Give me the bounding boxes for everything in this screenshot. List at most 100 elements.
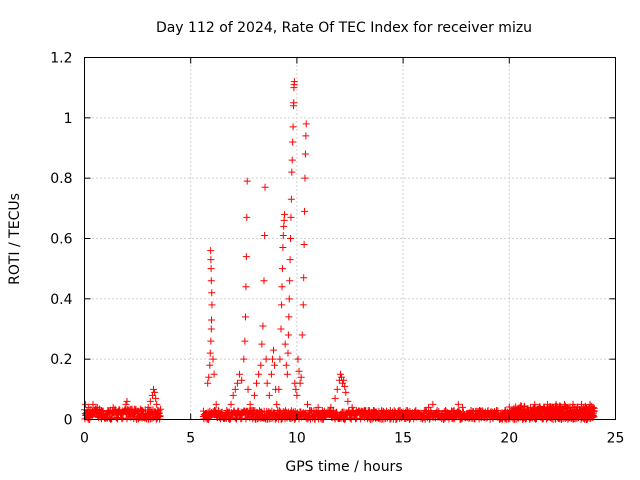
data-point <box>340 376 348 384</box>
data-point <box>119 409 127 417</box>
data-point <box>206 361 214 369</box>
data-point <box>271 361 279 369</box>
data-point <box>378 406 386 414</box>
data-point <box>85 403 93 411</box>
data-point <box>146 397 154 405</box>
data-point <box>302 132 310 140</box>
data-point <box>106 409 114 417</box>
x-tick-label: 25 <box>607 431 625 447</box>
data-point <box>135 409 143 417</box>
data-point <box>287 195 295 203</box>
data-point <box>497 409 505 417</box>
data-point <box>212 400 220 408</box>
data-point <box>285 313 293 321</box>
data-point <box>505 403 513 411</box>
x-axis-title: GPS time / hours <box>285 459 402 475</box>
data-point <box>82 400 90 408</box>
data-point <box>238 376 246 384</box>
data-point <box>286 256 294 264</box>
data-point <box>259 322 267 330</box>
data-point <box>425 403 433 411</box>
plot-frame <box>84 57 616 420</box>
data-point <box>299 301 307 309</box>
data-point <box>207 337 215 345</box>
data-point <box>261 231 269 239</box>
data-point <box>275 385 283 393</box>
data-point <box>243 213 251 221</box>
data-point <box>287 235 295 242</box>
y-tick-label: 0.2 <box>50 352 72 368</box>
data-point <box>236 370 244 378</box>
data-point <box>250 391 258 399</box>
data-point <box>244 385 252 393</box>
data-point <box>382 409 390 417</box>
data-point <box>209 355 217 363</box>
data-point <box>231 385 239 393</box>
data-point <box>300 274 308 282</box>
data-point <box>253 379 261 387</box>
data-point <box>155 409 163 417</box>
chart-title: Day 112 of 2024, Rate Of TEC Index for r… <box>156 20 532 36</box>
data-point <box>561 400 569 408</box>
data-point <box>450 406 458 414</box>
data-point <box>416 409 424 417</box>
data-point <box>281 340 289 348</box>
data-point <box>262 355 270 363</box>
data-point <box>302 120 310 128</box>
data-point <box>246 400 254 408</box>
data-point <box>208 289 216 297</box>
axis-layer: 0 5 10 15 20 25 0 0.2 0.4 0.6 0.8 1 1.2 <box>50 51 624 447</box>
data-point <box>420 406 428 414</box>
data-point <box>253 415 261 423</box>
data-point <box>342 388 350 396</box>
data-point <box>323 409 331 417</box>
data-point <box>518 406 526 414</box>
data-point <box>255 370 263 378</box>
data-point <box>202 409 210 417</box>
data-point <box>306 406 314 414</box>
data-point <box>527 403 535 411</box>
data-point <box>556 403 564 411</box>
data-point <box>290 99 298 107</box>
x-tick-label: 15 <box>394 431 412 447</box>
data-point <box>395 406 403 414</box>
data-point <box>314 403 322 411</box>
data-point <box>327 403 335 411</box>
data-point <box>207 277 215 285</box>
data-point <box>122 400 130 408</box>
data-point <box>295 367 303 375</box>
data-point <box>206 349 214 357</box>
data-point <box>131 406 139 414</box>
y-tick-label: 0.6 <box>50 232 72 248</box>
data-point <box>336 370 344 378</box>
data-point <box>391 409 399 417</box>
data-point <box>93 403 101 411</box>
data-point <box>300 241 308 249</box>
x-tick-label: 20 <box>500 431 518 447</box>
data-point <box>207 325 215 333</box>
data-point <box>282 361 290 369</box>
data-point <box>301 174 309 182</box>
data-point <box>290 78 298 86</box>
data-point <box>258 340 266 348</box>
data-point <box>141 409 149 417</box>
data-point <box>296 379 304 387</box>
x-tick-label: 10 <box>288 431 306 447</box>
data-point <box>150 385 158 393</box>
data-point <box>240 355 248 363</box>
data-point <box>214 409 222 417</box>
data-point <box>437 409 445 417</box>
data-point <box>284 331 292 339</box>
data-point <box>288 168 296 176</box>
data-point <box>333 385 341 393</box>
data-point <box>263 379 271 387</box>
data-point <box>467 406 475 414</box>
data-point <box>446 409 454 417</box>
data-point <box>412 406 420 414</box>
data-point <box>454 400 462 408</box>
data-point <box>310 409 318 417</box>
data-point <box>535 403 543 411</box>
data-point <box>278 265 286 273</box>
data-point <box>241 337 249 345</box>
data-point <box>138 406 146 414</box>
